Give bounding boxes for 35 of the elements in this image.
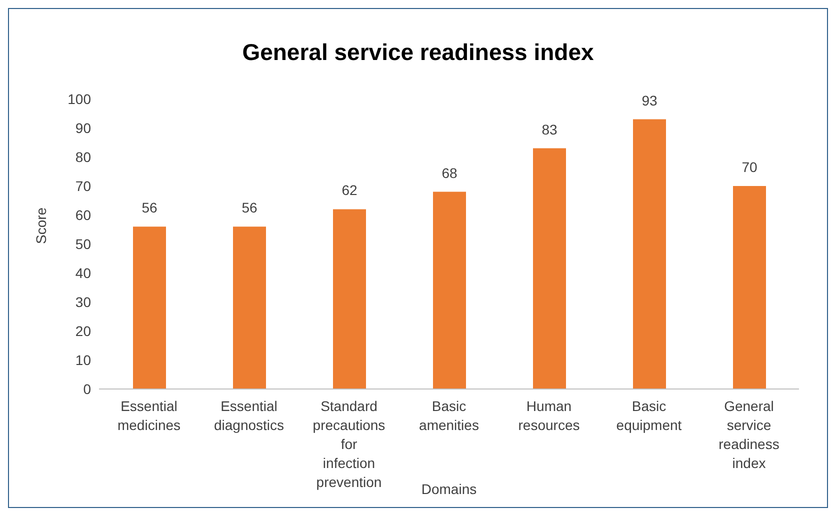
bar — [533, 148, 566, 389]
x-tick-label: General service readiness index — [718, 398, 780, 471]
y-tick-label: 70 — [75, 178, 92, 194]
data-label: 68 — [442, 164, 458, 181]
data-label: 56 — [242, 200, 258, 216]
data-label: 93 — [642, 92, 658, 108]
data-label: 70 — [742, 159, 758, 175]
bar — [333, 209, 366, 389]
y-tick-label: 80 — [75, 148, 92, 165]
bar — [633, 119, 666, 389]
y-tick-label: 50 — [75, 236, 92, 252]
x-tick-label: Basic equipment — [616, 398, 682, 433]
x-tick-label: Basic amenities — [419, 398, 479, 433]
y-tick-label: 10 — [75, 352, 92, 368]
y-tick-label: 60 — [75, 206, 92, 223]
data-label: 56 — [142, 200, 158, 216]
data-label: 83 — [542, 121, 558, 138]
y-tick-label: 30 — [75, 294, 92, 310]
chart-title: General service readiness index — [241, 38, 595, 67]
y-axis-title: Score — [32, 207, 49, 244]
bar — [733, 186, 766, 389]
data-label: 62 — [342, 182, 358, 198]
x-tick-label: Essential diagnostics — [214, 398, 284, 433]
x-tick-label: Standard precautions for infection prevention — [312, 398, 386, 490]
y-tick-label: 90 — [75, 120, 92, 136]
bar — [433, 192, 466, 389]
y-tick-label: 20 — [75, 322, 92, 339]
x-tick-label: Human resources — [518, 398, 580, 433]
x-axis-title: Domains — [421, 481, 477, 497]
y-tick-label: 40 — [75, 264, 92, 281]
x-tick-label: Essential medicines — [117, 398, 181, 433]
bar — [233, 226, 266, 389]
y-tick-label: 100 — [68, 90, 92, 107]
y-tick-label: 0 — [83, 380, 92, 397]
bar — [133, 226, 166, 389]
